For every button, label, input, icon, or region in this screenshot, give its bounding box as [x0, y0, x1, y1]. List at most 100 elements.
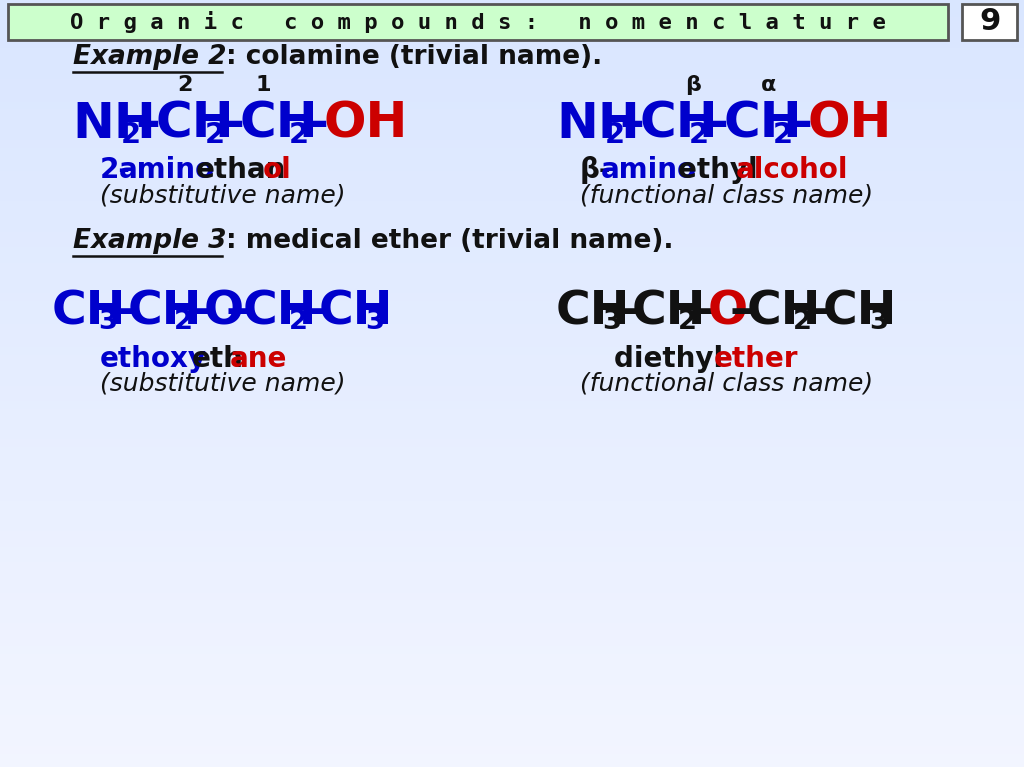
- Bar: [0, 199, 1024, 207]
- Bar: [0, 459, 1024, 468]
- Bar: [0, 314, 1024, 322]
- Text: Example 2: Example 2: [73, 44, 226, 70]
- Text: (functional class name): (functional class name): [580, 372, 873, 396]
- Text: CH: CH: [156, 100, 234, 148]
- Bar: [0, 567, 1024, 575]
- Text: O r g a n i c   c o m p o u n d s :   n o m e n c l a t u r e: O r g a n i c c o m p o u n d s : n o m …: [70, 11, 886, 33]
- Text: –: –: [730, 289, 754, 334]
- Bar: [0, 383, 1024, 391]
- Text: 2: 2: [773, 120, 794, 149]
- Text: 2: 2: [289, 309, 308, 335]
- Bar: [0, 551, 1024, 560]
- Bar: [0, 521, 1024, 529]
- Text: 2: 2: [678, 309, 697, 335]
- Bar: [0, 467, 1024, 476]
- Bar: [0, 759, 1024, 767]
- Bar: [0, 574, 1024, 583]
- Bar: [0, 367, 1024, 376]
- Bar: [0, 682, 1024, 690]
- Text: CH: CH: [724, 100, 803, 148]
- Text: CH: CH: [640, 100, 719, 148]
- Bar: [0, 659, 1024, 667]
- Text: ether: ether: [714, 345, 799, 373]
- Bar: [0, 252, 1024, 261]
- Bar: [0, 528, 1024, 537]
- Bar: [0, 513, 1024, 522]
- Bar: [0, 15, 1024, 23]
- Text: CH: CH: [632, 289, 707, 334]
- Bar: [0, 206, 1024, 215]
- Bar: [0, 413, 1024, 422]
- Text: –: –: [111, 289, 134, 334]
- Text: 2: 2: [177, 75, 193, 95]
- Text: CH: CH: [240, 100, 318, 148]
- Text: 2: 2: [205, 120, 225, 149]
- Bar: [0, 667, 1024, 675]
- Bar: [0, 674, 1024, 683]
- Bar: [0, 605, 1024, 614]
- Text: 3: 3: [602, 309, 621, 335]
- Bar: [0, 713, 1024, 721]
- Text: : medical ether (trivial name).: : medical ether (trivial name).: [226, 228, 674, 254]
- Text: ol: ol: [263, 156, 292, 184]
- Bar: [0, 651, 1024, 660]
- Bar: [0, 360, 1024, 368]
- Bar: [0, 644, 1024, 652]
- Bar: [0, 636, 1024, 644]
- Bar: [0, 168, 1024, 176]
- Bar: [0, 283, 1024, 291]
- Text: (functional class name): (functional class name): [580, 183, 873, 207]
- Text: diethyl: diethyl: [614, 345, 733, 373]
- Text: 2: 2: [174, 309, 193, 335]
- Bar: [0, 160, 1024, 169]
- Text: α: α: [762, 75, 776, 95]
- Text: 9: 9: [979, 8, 1000, 37]
- Text: 2: 2: [121, 120, 141, 149]
- Bar: [0, 621, 1024, 629]
- Bar: [0, 22, 1024, 31]
- Text: –: –: [226, 289, 250, 334]
- Bar: [0, 306, 1024, 314]
- Bar: [0, 582, 1024, 591]
- Bar: [0, 176, 1024, 184]
- Text: CH: CH: [52, 289, 126, 334]
- Bar: [0, 245, 1024, 253]
- Text: 3: 3: [98, 309, 117, 335]
- Text: 3: 3: [869, 309, 888, 335]
- Text: –: –: [703, 100, 728, 148]
- Bar: [0, 107, 1024, 115]
- Bar: [0, 390, 1024, 399]
- Text: –: –: [618, 100, 644, 148]
- FancyBboxPatch shape: [962, 4, 1017, 40]
- Bar: [0, 76, 1024, 84]
- Bar: [0, 153, 1024, 161]
- Bar: [0, 99, 1024, 107]
- Bar: [0, 728, 1024, 736]
- Bar: [0, 329, 1024, 337]
- Bar: [0, 275, 1024, 284]
- Text: –: –: [135, 100, 160, 148]
- Bar: [0, 352, 1024, 360]
- Bar: [0, 398, 1024, 407]
- Text: –: –: [303, 100, 328, 148]
- Text: ethoxy: ethoxy: [100, 345, 207, 373]
- Bar: [0, 505, 1024, 514]
- Bar: [0, 137, 1024, 146]
- Text: CH: CH: [746, 289, 821, 334]
- Bar: [0, 406, 1024, 414]
- Bar: [0, 436, 1024, 445]
- Text: ane: ane: [230, 345, 288, 373]
- Text: NH: NH: [556, 100, 640, 148]
- Bar: [0, 237, 1024, 245]
- Bar: [0, 0, 1024, 8]
- Bar: [0, 344, 1024, 353]
- Text: 3: 3: [365, 309, 384, 335]
- Bar: [0, 720, 1024, 729]
- Text: β-: β-: [580, 156, 611, 184]
- Text: 1: 1: [255, 75, 270, 95]
- Text: NH: NH: [72, 100, 156, 148]
- Bar: [0, 130, 1024, 138]
- Bar: [0, 544, 1024, 552]
- Bar: [0, 705, 1024, 713]
- Bar: [0, 536, 1024, 545]
